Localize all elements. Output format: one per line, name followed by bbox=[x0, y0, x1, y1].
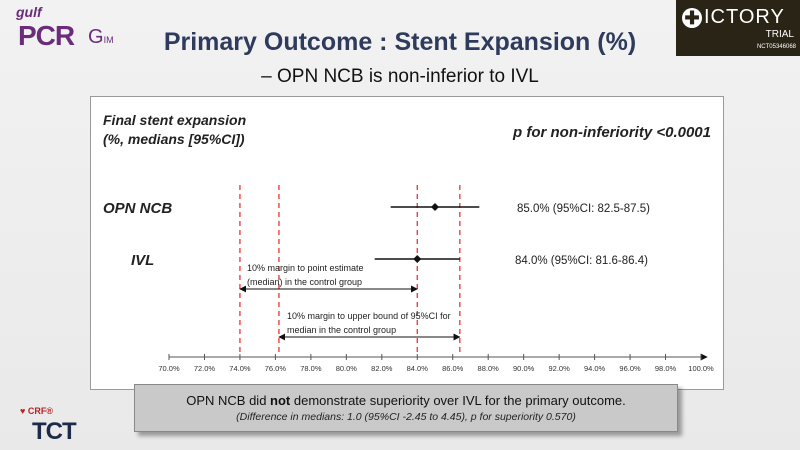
x-tick-label-0: 70.0% bbox=[158, 364, 180, 373]
logo-pcr-text: PCR bbox=[18, 20, 75, 51]
page-title: Primary Outcome : Stent Expansion (%) bbox=[163, 28, 637, 56]
x-tick-label-9: 88.0% bbox=[478, 364, 500, 373]
page-subtitle: – OPN NCB is non-inferior to IVL bbox=[261, 66, 539, 87]
x-tick-label-6: 82.0% bbox=[371, 364, 393, 373]
x-tick-label-5: 80.0% bbox=[336, 364, 358, 373]
crf-tct-logo: ♥ CRF® TCT bbox=[18, 404, 98, 448]
victory-trial-text: TRIAL bbox=[765, 29, 794, 40]
conclusion-box: OPN NCB did not demonstrate superiority … bbox=[134, 384, 678, 432]
gulf-pcr-logo: gulf PCR GIM bbox=[16, 4, 126, 54]
x-tick-label-14: 98.0% bbox=[655, 364, 677, 373]
x-tick-label-8: 86.0% bbox=[442, 364, 464, 373]
cross-icon: ✚ bbox=[682, 8, 702, 28]
x-tick-label-3: 76.0% bbox=[265, 364, 287, 373]
pvalue-text: p for non-inferiority <0.0001 bbox=[512, 124, 711, 141]
x-tick-label-2: 74.0% bbox=[229, 364, 251, 373]
x-tick-label-1: 72.0% bbox=[194, 364, 216, 373]
series-name-1: IVL bbox=[131, 252, 154, 269]
conclusion-line-1: OPN NCB did not demonstrate superiority … bbox=[186, 393, 626, 408]
conclusion-line-2: (Difference in medians: 1.0 (95%CI -2.45… bbox=[236, 411, 576, 423]
victory-trial-logo: ✚ ICTORY TRIAL NCT05346068 bbox=[676, 0, 800, 56]
crf-logo-text: ♥ CRF® bbox=[20, 406, 53, 416]
victory-word: ICTORY bbox=[704, 6, 785, 28]
logo-gim-text: GIM bbox=[88, 26, 114, 48]
forest-plot-panel: Final stent expansion (%, medians [95%CI]… bbox=[90, 96, 724, 390]
estimate-label-0: 85.0% (95%CI: 82.5-87.5) bbox=[517, 203, 650, 215]
x-tick-label-7: 84.0% bbox=[407, 364, 429, 373]
logo-gulf-text: gulf bbox=[16, 4, 42, 20]
annotation-1-line-0: 10% margin to upper bound of 95%CI for bbox=[287, 311, 451, 321]
estimate-point-0 bbox=[431, 203, 439, 211]
x-tick-label-10: 90.0% bbox=[513, 364, 535, 373]
x-tick-label-13: 96.0% bbox=[619, 364, 641, 373]
series-name-0: OPN NCB bbox=[103, 200, 172, 217]
forest-plot: Final stent expansion (%, medians [95%CI]… bbox=[103, 112, 714, 373]
tct-logo-text: TCT bbox=[32, 418, 77, 445]
ylabel-line-2: (%, medians [95%CI]) bbox=[103, 131, 245, 147]
victory-nct-text: NCT05346068 bbox=[756, 44, 796, 50]
annotation-0-line-0: 10% margin to point estimate bbox=[247, 263, 364, 273]
x-tick-label-12: 94.0% bbox=[584, 364, 606, 373]
annotation-0-line-1: (median) in the control group bbox=[247, 277, 362, 287]
x-tick-label-4: 78.0% bbox=[300, 364, 322, 373]
estimate-point-1 bbox=[413, 255, 422, 263]
x-tick-label-15: 100.0% bbox=[688, 364, 714, 373]
annotation-1-line-1: median in the control group bbox=[287, 325, 396, 335]
x-tick-label-11: 92.0% bbox=[548, 364, 570, 373]
estimate-label-1: 84.0% (95%CI: 81.6-86.4) bbox=[515, 255, 648, 267]
ylabel-line-1: Final stent expansion bbox=[103, 112, 246, 128]
